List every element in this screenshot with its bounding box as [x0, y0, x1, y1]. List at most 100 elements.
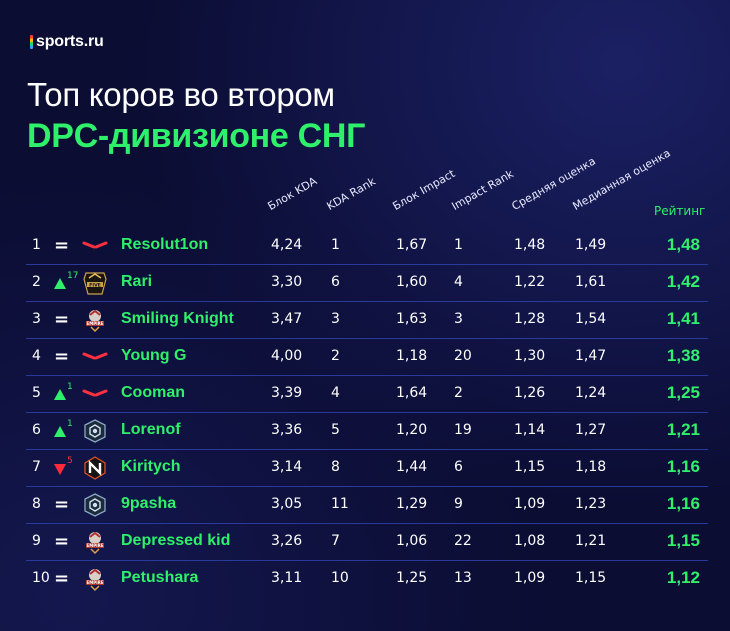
svg-text:EMPIRE: EMPIRE	[87, 543, 104, 548]
player-name: Young G	[121, 347, 187, 364]
empire-logo-icon: EMPIRE	[82, 529, 108, 555]
median-score-value: 1,61	[575, 274, 607, 290]
rank-number: 5	[32, 385, 41, 401]
rank-up-icon	[54, 389, 66, 400]
median-score-value: 1,47	[575, 348, 607, 364]
avg-score-value: 1,48	[514, 237, 546, 253]
rank-number: 6	[32, 422, 41, 438]
median-score-value: 1,54	[575, 311, 607, 327]
rank-number: 7	[32, 459, 41, 475]
row-separator	[26, 375, 708, 376]
empire-logo-icon: EMPIRE	[82, 566, 108, 592]
avg-score-value: 1,30	[514, 348, 546, 364]
impact-rank-value: 2	[454, 385, 463, 401]
avg-score-value: 1,26	[514, 385, 546, 401]
row-separator	[26, 412, 708, 413]
kda-rank-value: 3	[331, 311, 340, 327]
impact-block-value: 1,06	[396, 533, 428, 549]
kda-rank-value: 1	[331, 237, 340, 253]
rank-number: 4	[32, 348, 41, 364]
svg-text:FIVE: FIVE	[89, 282, 101, 288]
impact-block-value: 1,60	[396, 274, 428, 290]
title-line-2: DPC-дивизионе СНГ	[27, 117, 366, 155]
rating-value: 1,38	[666, 346, 700, 365]
row-separator	[26, 523, 708, 524]
no-change-icon: =	[54, 309, 70, 330]
rating-value: 1,16	[666, 494, 700, 513]
nemiga-logo-icon	[82, 455, 108, 481]
kda-block-value: 3,05	[271, 496, 303, 512]
impact-rank-value: 20	[454, 348, 472, 364]
rating-value: 1,12	[666, 568, 700, 587]
kda-block-value: 3,30	[271, 274, 303, 290]
five-logo-icon: FIVE	[82, 270, 108, 296]
rank-number: 10	[32, 570, 50, 586]
kda-rank-value: 8	[331, 459, 340, 475]
impact-rank-value: 3	[454, 311, 463, 327]
impact-rank-value: 6	[454, 459, 463, 475]
column-header-kda-rank: KDA Rank	[324, 174, 378, 213]
table-row: 10 = EMPIRE Petushara 3,11 10 1,25 13 1,09 1,15 1,…	[26, 561, 708, 598]
kda-block-value: 3,26	[271, 533, 303, 549]
row-separator	[26, 449, 708, 450]
player-name: Smiling Knight	[121, 310, 234, 327]
kda-block-value: 3,36	[271, 422, 303, 438]
column-header-impact-rank: Impact Rank	[449, 167, 516, 213]
table-row: 4 = Young G 4,00 2 1,18 20 1,30 1,47 1,38	[26, 339, 708, 376]
rank-up-icon	[54, 426, 66, 437]
table-row: 2 17 FIVE Rari 3,30 6 1,60 4 1,22 1,61 1,42	[26, 265, 708, 302]
no-change-icon: =	[54, 568, 70, 589]
row-separator	[26, 338, 708, 339]
rank-delta: 5	[67, 456, 73, 466]
median-score-value: 1,27	[575, 422, 607, 438]
rating-value: 1,21	[666, 420, 700, 439]
empire-logo-icon: EMPIRE	[82, 307, 108, 333]
player-name: 9pasha	[121, 495, 177, 512]
kda-block-value: 4,00	[271, 348, 303, 364]
column-header-kda-block: Блок KDA	[265, 174, 320, 213]
avg-score-value: 1,08	[514, 533, 546, 549]
no-change-icon: =	[54, 494, 70, 515]
rank-delta: 17	[67, 271, 79, 281]
player-name: Kiritych	[121, 458, 181, 475]
rating-value: 1,15	[666, 531, 700, 550]
rank-number: 1	[32, 237, 41, 253]
rank-down-icon	[54, 464, 66, 475]
impact-rank-value: 13	[454, 570, 472, 586]
impact-rank-value: 22	[454, 533, 472, 549]
svg-text:EMPIRE: EMPIRE	[87, 321, 104, 326]
median-score-value: 1,24	[575, 385, 607, 401]
rating-value: 1,25	[666, 383, 700, 402]
player-name: Lorenof	[121, 421, 181, 438]
impact-block-value: 1,25	[396, 570, 428, 586]
impact-rank-value: 1	[454, 237, 463, 253]
kda-block-value: 3,11	[271, 570, 303, 586]
rank-number: 9	[32, 533, 41, 549]
no-change-icon: =	[54, 531, 70, 552]
table-row: 1 = Resolut1on 4,24 1 1,67 1 1,48 1,49 1,48	[26, 228, 708, 265]
rank-number: 3	[32, 311, 41, 327]
svg-text:EMPIRE: EMPIRE	[87, 580, 104, 585]
player-name: Resolut1on	[121, 236, 209, 253]
table-row: 6 1 Lorenof 3,36 5 1,20 19 1,14 1,27 1,21	[26, 413, 708, 450]
no-change-icon: =	[54, 235, 70, 256]
rank-number: 2	[32, 274, 41, 290]
impact-rank-value: 4	[454, 274, 463, 290]
table-row: 8 = 9pasha 3,05 11 1,29 9 1,09 1,23 1,16	[26, 487, 708, 524]
column-header-impact-block: Блок Impact	[390, 166, 458, 213]
kda-rank-value: 2	[331, 348, 340, 364]
median-score-value: 1,15	[575, 570, 607, 586]
rank-up-icon	[54, 278, 66, 289]
rank-number: 8	[32, 496, 41, 512]
kda-block-value: 3,39	[271, 385, 303, 401]
kda-rank-value: 7	[331, 533, 340, 549]
avg-score-value: 1,28	[514, 311, 546, 327]
rating-value: 1,41	[666, 309, 700, 328]
impact-block-value: 1,29	[396, 496, 428, 512]
logo-text: sports.ru	[36, 33, 104, 50]
avg-score-value: 1,22	[514, 274, 546, 290]
rating-value: 1,42	[666, 272, 700, 291]
virtus-pro-logo-icon	[82, 233, 108, 259]
median-score-value: 1,18	[575, 459, 607, 475]
